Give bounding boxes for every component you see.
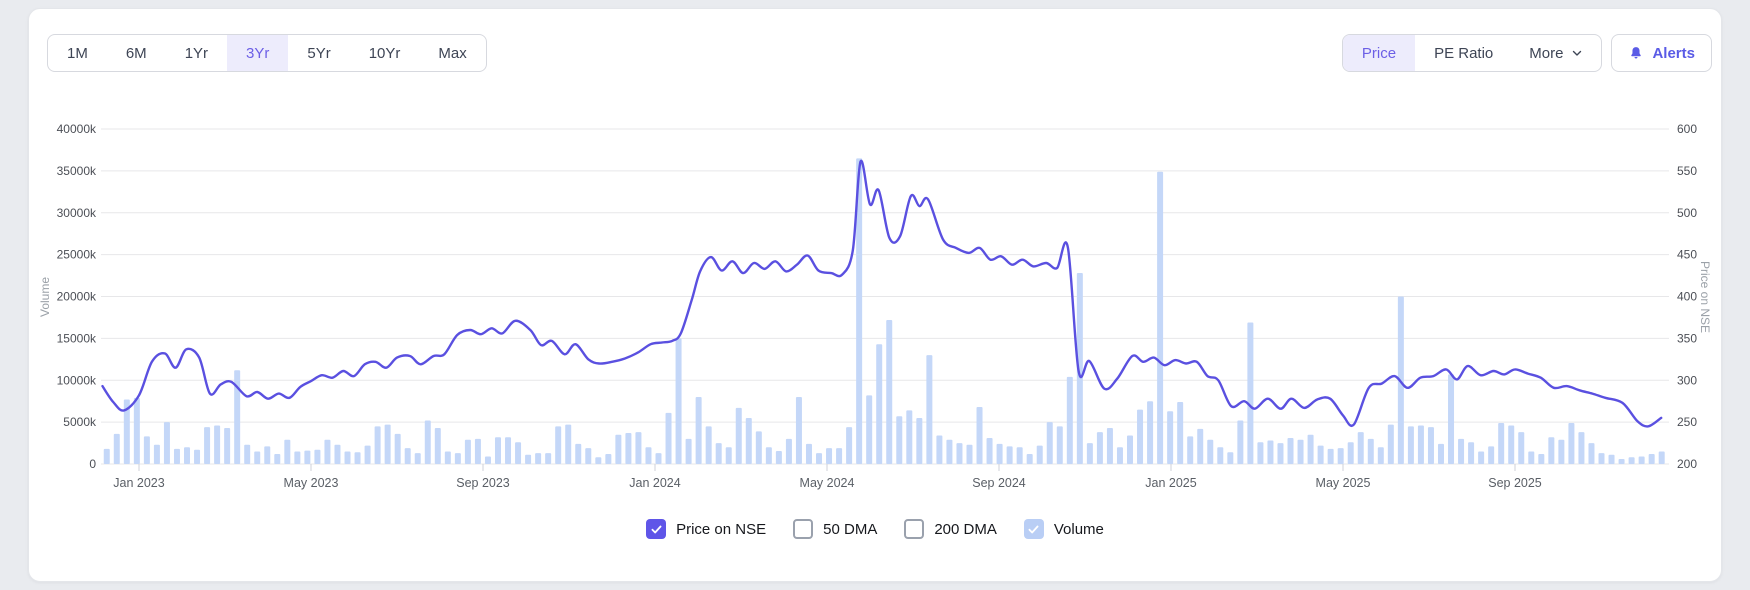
legend-label: 50 DMA bbox=[823, 520, 878, 538]
volume-checkbox[interactable] bbox=[1023, 519, 1044, 539]
chevron-down-icon bbox=[1573, 50, 1582, 56]
range-button-1yr[interactable]: 1Yr bbox=[166, 35, 227, 71]
svg-text:20000k: 20000k bbox=[57, 290, 97, 304]
svg-text:Sep 2025: Sep 2025 bbox=[1488, 476, 1542, 490]
dma50-checkbox[interactable] bbox=[793, 519, 814, 539]
svg-text:15000k: 15000k bbox=[57, 331, 97, 345]
range-button-5yr[interactable]: 5Yr bbox=[288, 35, 349, 71]
svg-text:5000k: 5000k bbox=[63, 415, 97, 429]
more-label: More bbox=[1529, 44, 1564, 62]
svg-text:25000k: 25000k bbox=[57, 248, 97, 262]
svg-text:400: 400 bbox=[1677, 290, 1697, 304]
svg-text:350: 350 bbox=[1677, 331, 1697, 345]
svg-text:Sep 2023: Sep 2023 bbox=[456, 476, 510, 490]
tab-pe-ratio[interactable]: PE Ratio bbox=[1415, 35, 1512, 71]
legend-item-price-on-nse: Price on NSE bbox=[646, 519, 766, 539]
svg-text:May 2024: May 2024 bbox=[800, 476, 855, 490]
chart-toolbar: 1M 6M 1Yr 3Yr 5Yr 10Yr Max Price PE Rati… bbox=[47, 34, 1712, 72]
legend-item-50-dma: 50 DMA bbox=[793, 519, 877, 539]
stock-chart-card: 0 200 5000k 250 10000k 300 15000k 350 20000k 400 2… bbox=[28, 8, 1722, 582]
svg-text:30000k: 30000k bbox=[57, 206, 97, 220]
svg-text:Jan 2025: Jan 2025 bbox=[1145, 476, 1196, 490]
checkmark-icon bbox=[1028, 525, 1039, 533]
svg-text:500: 500 bbox=[1677, 206, 1697, 220]
metric-group: Price PE Ratio More bbox=[1341, 34, 1603, 72]
svg-text:200: 200 bbox=[1677, 457, 1697, 471]
range-button-3yr[interactable]: 3Yr bbox=[227, 35, 289, 71]
checkmark-icon bbox=[651, 525, 662, 533]
dma200-checkbox[interactable] bbox=[904, 519, 925, 539]
svg-text:40000k: 40000k bbox=[57, 122, 97, 136]
price-on-nse-checkbox[interactable] bbox=[646, 519, 667, 539]
svg-text:Sep 2024: Sep 2024 bbox=[972, 476, 1026, 490]
range-button-1m[interactable]: 1M bbox=[48, 35, 107, 71]
legend-label: 200 DMA bbox=[934, 520, 997, 538]
svg-text:0: 0 bbox=[89, 457, 96, 471]
legend-label: Price on NSE bbox=[676, 520, 767, 538]
svg-text:May 2025: May 2025 bbox=[1316, 476, 1371, 490]
svg-text:Price on NSE: Price on NSE bbox=[1698, 261, 1712, 333]
svg-text:600: 600 bbox=[1677, 122, 1697, 136]
range-button-10yr[interactable]: 10Yr bbox=[350, 35, 420, 71]
legend-item-200-dma: 200 DMA bbox=[904, 519, 997, 539]
svg-text:450: 450 bbox=[1677, 248, 1697, 262]
legend-label: Volume bbox=[1053, 520, 1104, 538]
svg-text:May 2023: May 2023 bbox=[284, 476, 339, 490]
view-controls: Price PE Ratio More Alerts bbox=[1341, 34, 1712, 72]
more-dropdown[interactable]: More bbox=[1512, 35, 1601, 71]
alerts-button[interactable]: Alerts bbox=[1611, 34, 1712, 72]
range-button-max[interactable]: Max bbox=[419, 35, 485, 71]
svg-text:10000k: 10000k bbox=[57, 373, 97, 387]
svg-text:Jan 2024: Jan 2024 bbox=[629, 476, 680, 490]
svg-text:35000k: 35000k bbox=[57, 164, 97, 178]
svg-text:250: 250 bbox=[1677, 415, 1697, 429]
chart-legend: Price on NSE 50 DMA 200 DMA Volume bbox=[29, 519, 1721, 539]
svg-text:300: 300 bbox=[1677, 373, 1697, 387]
chart-svg: 0 200 5000k 250 10000k 300 15000k 350 20000k 400 2… bbox=[38, 122, 1712, 490]
alerts-label: Alerts bbox=[1652, 44, 1695, 62]
range-button-6m[interactable]: 6M bbox=[107, 35, 166, 71]
svg-text:Jan 2023: Jan 2023 bbox=[113, 476, 164, 490]
svg-text:Volume: Volume bbox=[38, 277, 52, 317]
price-volume-chart[interactable]: 0 200 5000k 250 10000k 300 15000k 350 20000k 400 2… bbox=[29, 9, 1723, 583]
tab-price[interactable]: Price bbox=[1342, 35, 1416, 71]
legend-item-volume: Volume bbox=[1023, 519, 1104, 539]
bell-icon bbox=[1631, 46, 1642, 58]
time-range-group: 1M 6M 1Yr 3Yr 5Yr 10Yr Max bbox=[47, 34, 487, 72]
svg-text:550: 550 bbox=[1677, 164, 1697, 178]
